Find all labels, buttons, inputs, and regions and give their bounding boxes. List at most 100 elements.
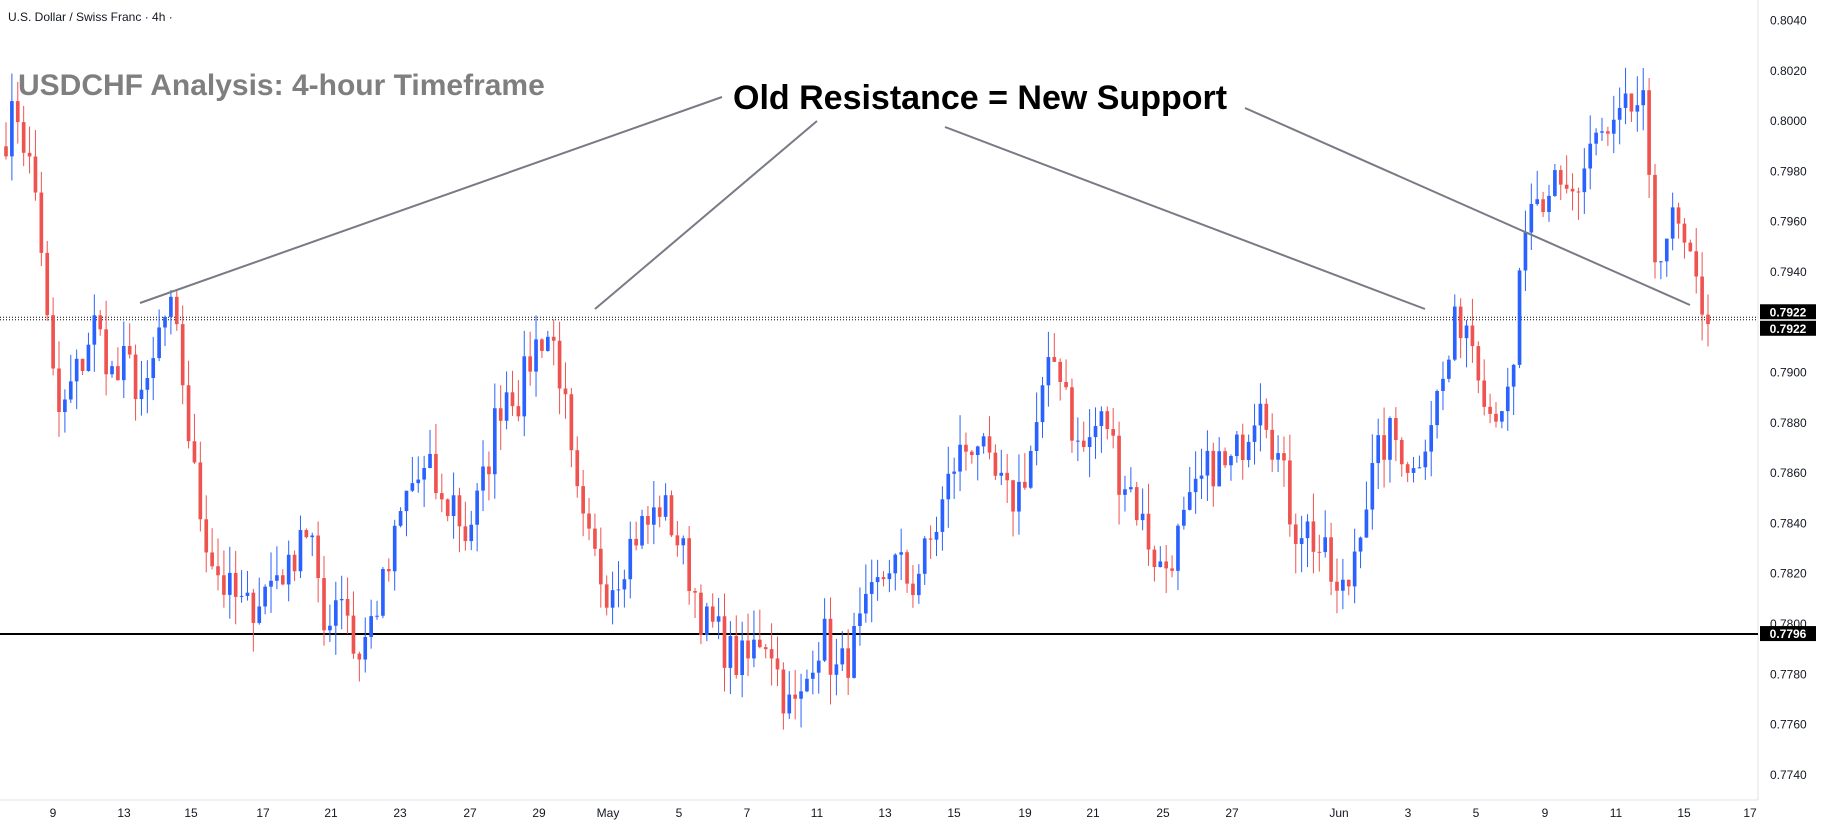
- candle-body: [1376, 435, 1381, 464]
- candle-body: [57, 368, 61, 413]
- candle-body: [381, 568, 385, 616]
- candle-body: [339, 598, 344, 601]
- candle-body: [1187, 492, 1192, 510]
- candle-body: [169, 296, 173, 317]
- candle-body: [740, 640, 744, 676]
- candle-body: [1252, 425, 1257, 442]
- horizontal-levels: 0.7922 0.7922 0.7796: [0, 304, 1816, 642]
- candle-body: [816, 660, 821, 673]
- candle-body: [275, 575, 279, 581]
- candle-body: [51, 315, 55, 369]
- candle-body: [1382, 435, 1386, 460]
- candle-body: [799, 691, 803, 699]
- candle-body: [1017, 481, 1021, 512]
- candle-body: [687, 538, 691, 592]
- level-price-label: 0.7796: [1770, 627, 1807, 641]
- candle-body: [304, 530, 309, 538]
- candle-body: [98, 315, 103, 330]
- x-tick-label: 29: [532, 806, 546, 820]
- candle-body: [1081, 440, 1086, 448]
- candle-body: [157, 327, 161, 359]
- candle-body: [1364, 509, 1369, 538]
- candle-body: [1240, 434, 1245, 460]
- candle-body: [1358, 537, 1363, 552]
- candle-body: [734, 635, 739, 676]
- x-tick-label: 11: [811, 806, 824, 820]
- candle-body: [1541, 199, 1545, 212]
- candle-body: [357, 653, 362, 660]
- candle-body: [1293, 524, 1298, 544]
- candle-body: [1570, 188, 1575, 192]
- x-tick-label: 15: [184, 806, 198, 820]
- candle-body: [1476, 346, 1481, 381]
- candle-body: [1670, 207, 1675, 239]
- candle-body: [663, 495, 668, 517]
- candle-body: [375, 615, 379, 617]
- candle-body: [1099, 411, 1104, 427]
- candle-body: [834, 664, 839, 675]
- y-tick-label: 0.7940: [1770, 265, 1807, 279]
- candle-body: [251, 592, 256, 623]
- candle-body: [292, 554, 297, 572]
- candle-body: [1246, 441, 1251, 460]
- x-axis: 9 13 15 17 21 23 27 29 May 5 7 11 13 15 19 21 25 27 Jun 3 5 9…: [50, 806, 1757, 820]
- candle-body: [328, 625, 332, 631]
- candle-body: [1441, 378, 1445, 391]
- annotation-connector: [594, 120, 818, 310]
- candle-body: [864, 593, 868, 614]
- candle-body: [1676, 207, 1681, 224]
- candle-body: [999, 472, 1004, 476]
- candle-body: [598, 548, 603, 585]
- candle-body: [1423, 451, 1428, 468]
- candle-body: [110, 366, 114, 375]
- candle-body: [463, 526, 468, 542]
- candle-body: [1464, 325, 1469, 339]
- candle-body: [398, 511, 403, 526]
- candle-body: [80, 358, 85, 372]
- candle-body: [369, 616, 373, 637]
- candle-body: [1494, 413, 1498, 422]
- candle-body: [1299, 538, 1304, 544]
- x-tick-label: 5: [676, 806, 683, 820]
- candle-body: [1105, 411, 1110, 430]
- y-tick-label: 0.8040: [1770, 14, 1807, 28]
- candle-body: [622, 579, 627, 590]
- candle-body: [928, 538, 933, 540]
- candle-body: [1140, 513, 1145, 521]
- candle-body: [905, 552, 909, 584]
- candle-body: [1529, 204, 1534, 233]
- candle-body: [1176, 525, 1180, 571]
- annotation-connector: [139, 96, 723, 304]
- candle-body: [1005, 472, 1010, 481]
- candle-body: [1429, 425, 1434, 452]
- annotation-connector: [944, 126, 1426, 310]
- candle-body: [1311, 521, 1316, 552]
- candle-body: [1146, 513, 1151, 550]
- candle-body: [10, 101, 14, 157]
- candle-body: [1588, 143, 1593, 169]
- candle-body: [675, 535, 680, 546]
- y-tick-label: 0.7740: [1770, 768, 1807, 782]
- candle-body: [922, 538, 927, 574]
- candle-body: [345, 598, 350, 616]
- candle-body: [640, 516, 644, 546]
- x-tick-label: 27: [1225, 806, 1239, 820]
- candle-body: [27, 152, 32, 157]
- y-tick-label: 0.7900: [1770, 366, 1807, 380]
- candle-body: [1611, 119, 1616, 134]
- candle-body: [1317, 551, 1322, 553]
- annotation-label: Old Resistance = New Support: [733, 79, 1227, 117]
- candle-body: [763, 647, 768, 650]
- symbol-header: U.S. Dollar / Swiss Franc · 4h ·: [8, 10, 173, 24]
- y-tick-label: 0.8000: [1770, 114, 1807, 128]
- candle-body: [21, 122, 26, 153]
- candle-body: [186, 385, 191, 442]
- candle-body: [1523, 232, 1528, 271]
- candle-body: [628, 538, 633, 580]
- candle-body: [1388, 418, 1392, 460]
- candle-body: [1235, 434, 1239, 457]
- candle-body: [151, 358, 156, 378]
- x-tick-label: 9: [50, 806, 57, 820]
